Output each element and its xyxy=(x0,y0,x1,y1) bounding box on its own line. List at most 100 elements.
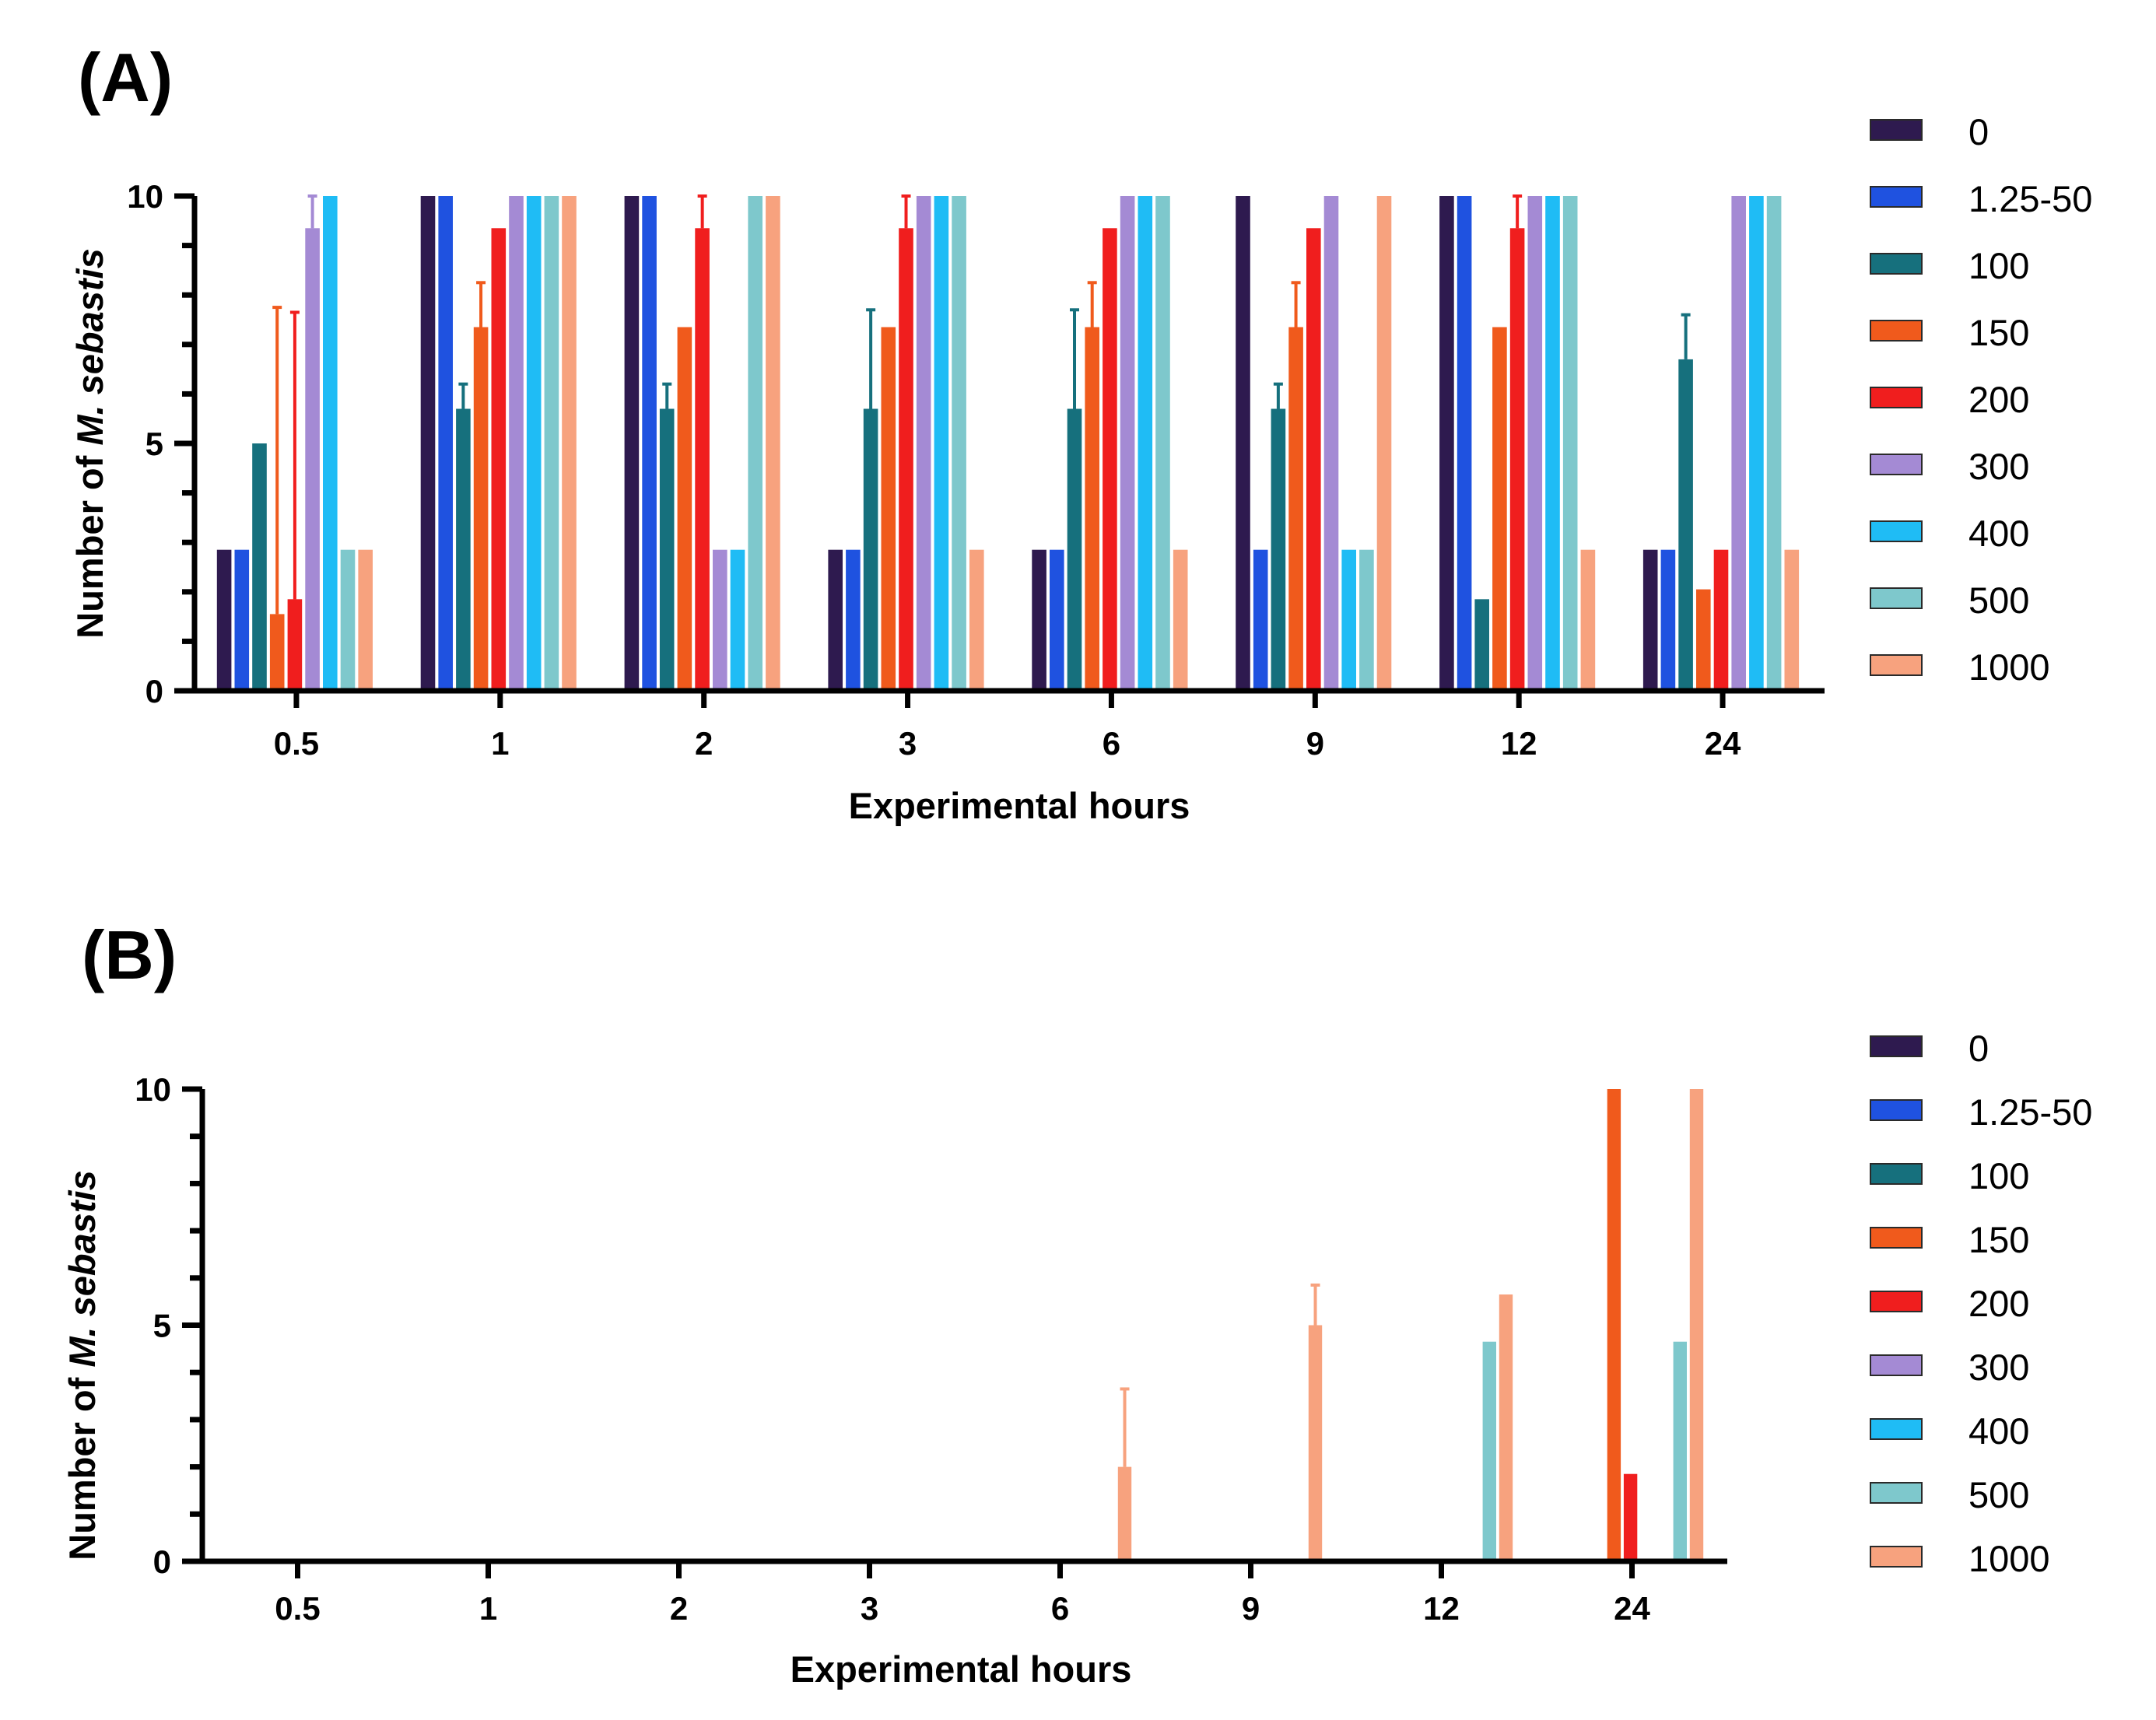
x-tick-label: 0.5 xyxy=(275,1590,320,1627)
legend-label-1000: 1000 xyxy=(1968,646,2050,688)
bar-200-1 xyxy=(491,228,507,691)
legend-swatch-100 xyxy=(1870,253,1923,275)
x-tick-label: 3 xyxy=(899,725,917,762)
bar-100-24 xyxy=(1678,359,1693,691)
bar-1000-1 xyxy=(562,196,577,691)
y-tick-label: 10 xyxy=(127,178,163,215)
bar-1000-12 xyxy=(1499,1294,1513,1561)
legend-label-100: 100 xyxy=(1968,1155,2029,1196)
bar-150-1 xyxy=(473,327,489,691)
bar-300-9 xyxy=(1323,196,1339,691)
bar-500-1 xyxy=(544,196,559,691)
legend-label-1.25-50: 1.25-50 xyxy=(1968,178,2092,219)
bar-500-24 xyxy=(1766,196,1782,691)
legend-label-300: 300 xyxy=(1968,1347,2029,1388)
bar-500-2 xyxy=(748,196,762,691)
bar-1.25-50-2 xyxy=(642,196,657,691)
legend-label-400: 400 xyxy=(1968,513,2029,554)
bar-1.25-50-3 xyxy=(846,549,861,691)
bar-1.25-50-24 xyxy=(1660,549,1676,691)
bar-100-12 xyxy=(1474,599,1489,691)
y-tick-label: 0 xyxy=(153,1543,171,1580)
bar-150-0.5 xyxy=(269,614,285,691)
bar-150-24 xyxy=(1696,589,1711,691)
bar-0-24 xyxy=(1642,549,1658,691)
legend-swatch-150 xyxy=(1870,1227,1923,1249)
x-tick-label: 9 xyxy=(1242,1590,1260,1627)
bar-150-9 xyxy=(1288,327,1303,691)
bar-100-3 xyxy=(863,408,878,691)
x-tick-label: 24 xyxy=(1705,725,1741,762)
bar-500-3 xyxy=(952,196,966,691)
panel-label: (B) xyxy=(82,916,177,993)
bar-200-3 xyxy=(899,228,913,691)
bar-300-1 xyxy=(509,196,524,691)
bar-1000-6 xyxy=(1173,549,1188,691)
y-axis-title-species: M. sebastis xyxy=(61,1170,103,1367)
x-tick-label: 1 xyxy=(491,725,509,762)
bar-1000-9 xyxy=(1376,196,1392,691)
bar-400-1 xyxy=(526,196,542,691)
bar-200-12 xyxy=(1509,228,1525,691)
bar-200-2 xyxy=(695,228,710,691)
y-axis-title: Number of M. sebastis xyxy=(69,248,110,638)
legend-swatch-1000 xyxy=(1870,654,1923,676)
bar-1000-3 xyxy=(969,549,984,691)
legend-swatch-1.25-50 xyxy=(1870,186,1923,208)
bar-400-0.5 xyxy=(323,196,338,691)
legend-swatch-1.25-50 xyxy=(1870,1099,1923,1121)
legend-label-0: 0 xyxy=(1968,111,1989,152)
bar-500-9 xyxy=(1359,549,1374,691)
bar-0-9 xyxy=(1236,196,1250,691)
bar-400-6 xyxy=(1138,196,1153,691)
y-axis-title-prefix: Number of xyxy=(69,446,110,639)
bar-1.25-50-9 xyxy=(1253,549,1268,691)
legend-swatch-0 xyxy=(1870,119,1923,141)
legend-label-1000: 1000 xyxy=(1968,1538,2050,1579)
bar-150-3 xyxy=(881,327,896,691)
bar-500-6 xyxy=(1155,196,1170,691)
x-axis-title: Experimental hours xyxy=(849,785,1190,826)
bar-1000-2 xyxy=(766,196,780,691)
bar-150-12 xyxy=(1492,327,1507,691)
legend-label-500: 500 xyxy=(1968,1474,2029,1515)
y-axis-title-species: M. sebastis xyxy=(69,248,110,445)
bar-400-12 xyxy=(1545,196,1560,691)
legend-swatch-150 xyxy=(1870,320,1923,342)
bar-100-6 xyxy=(1067,408,1082,691)
bar-400-24 xyxy=(1749,196,1764,691)
bar-400-3 xyxy=(934,196,949,691)
bar-500-0.5 xyxy=(340,549,356,691)
x-tick-label: 24 xyxy=(1614,1590,1650,1627)
bar-1000-12 xyxy=(1580,549,1596,691)
bar-1000-0.5 xyxy=(358,549,373,691)
x-tick-label: 2 xyxy=(695,725,713,762)
legend-label-1.25-50: 1.25-50 xyxy=(1968,1091,2092,1133)
legend-label-100: 100 xyxy=(1968,245,2029,286)
legend-swatch-300 xyxy=(1870,1354,1923,1376)
x-tick-label: 6 xyxy=(1051,1590,1069,1627)
x-tick-label: 3 xyxy=(861,1590,878,1627)
bar-100-2 xyxy=(659,408,675,691)
legend-label-200: 200 xyxy=(1968,1283,2029,1324)
bar-500-24 xyxy=(1673,1341,1687,1561)
y-tick-label: 10 xyxy=(135,1071,171,1108)
bar-200-24 xyxy=(1623,1473,1638,1561)
bar-200-9 xyxy=(1306,228,1321,691)
bar-0-2 xyxy=(624,196,640,691)
bar-100-9 xyxy=(1271,408,1286,691)
bar-300-12 xyxy=(1527,196,1543,691)
bar-1000-9 xyxy=(1308,1325,1323,1561)
bar-1000-24 xyxy=(1784,549,1800,691)
bar-300-6 xyxy=(1120,196,1135,691)
bar-1.25-50-0.5 xyxy=(234,549,250,691)
x-axis-title: Experimental hours xyxy=(791,1648,1132,1690)
legend-swatch-200 xyxy=(1870,387,1923,408)
legend-label-150: 150 xyxy=(1968,312,2029,353)
x-tick-label: 12 xyxy=(1501,725,1537,762)
bar-0-6 xyxy=(1032,549,1046,691)
y-axis-title: Number of M. sebastis xyxy=(61,1170,103,1560)
bar-400-2 xyxy=(730,549,745,691)
legend-label-500: 500 xyxy=(1968,580,2029,621)
